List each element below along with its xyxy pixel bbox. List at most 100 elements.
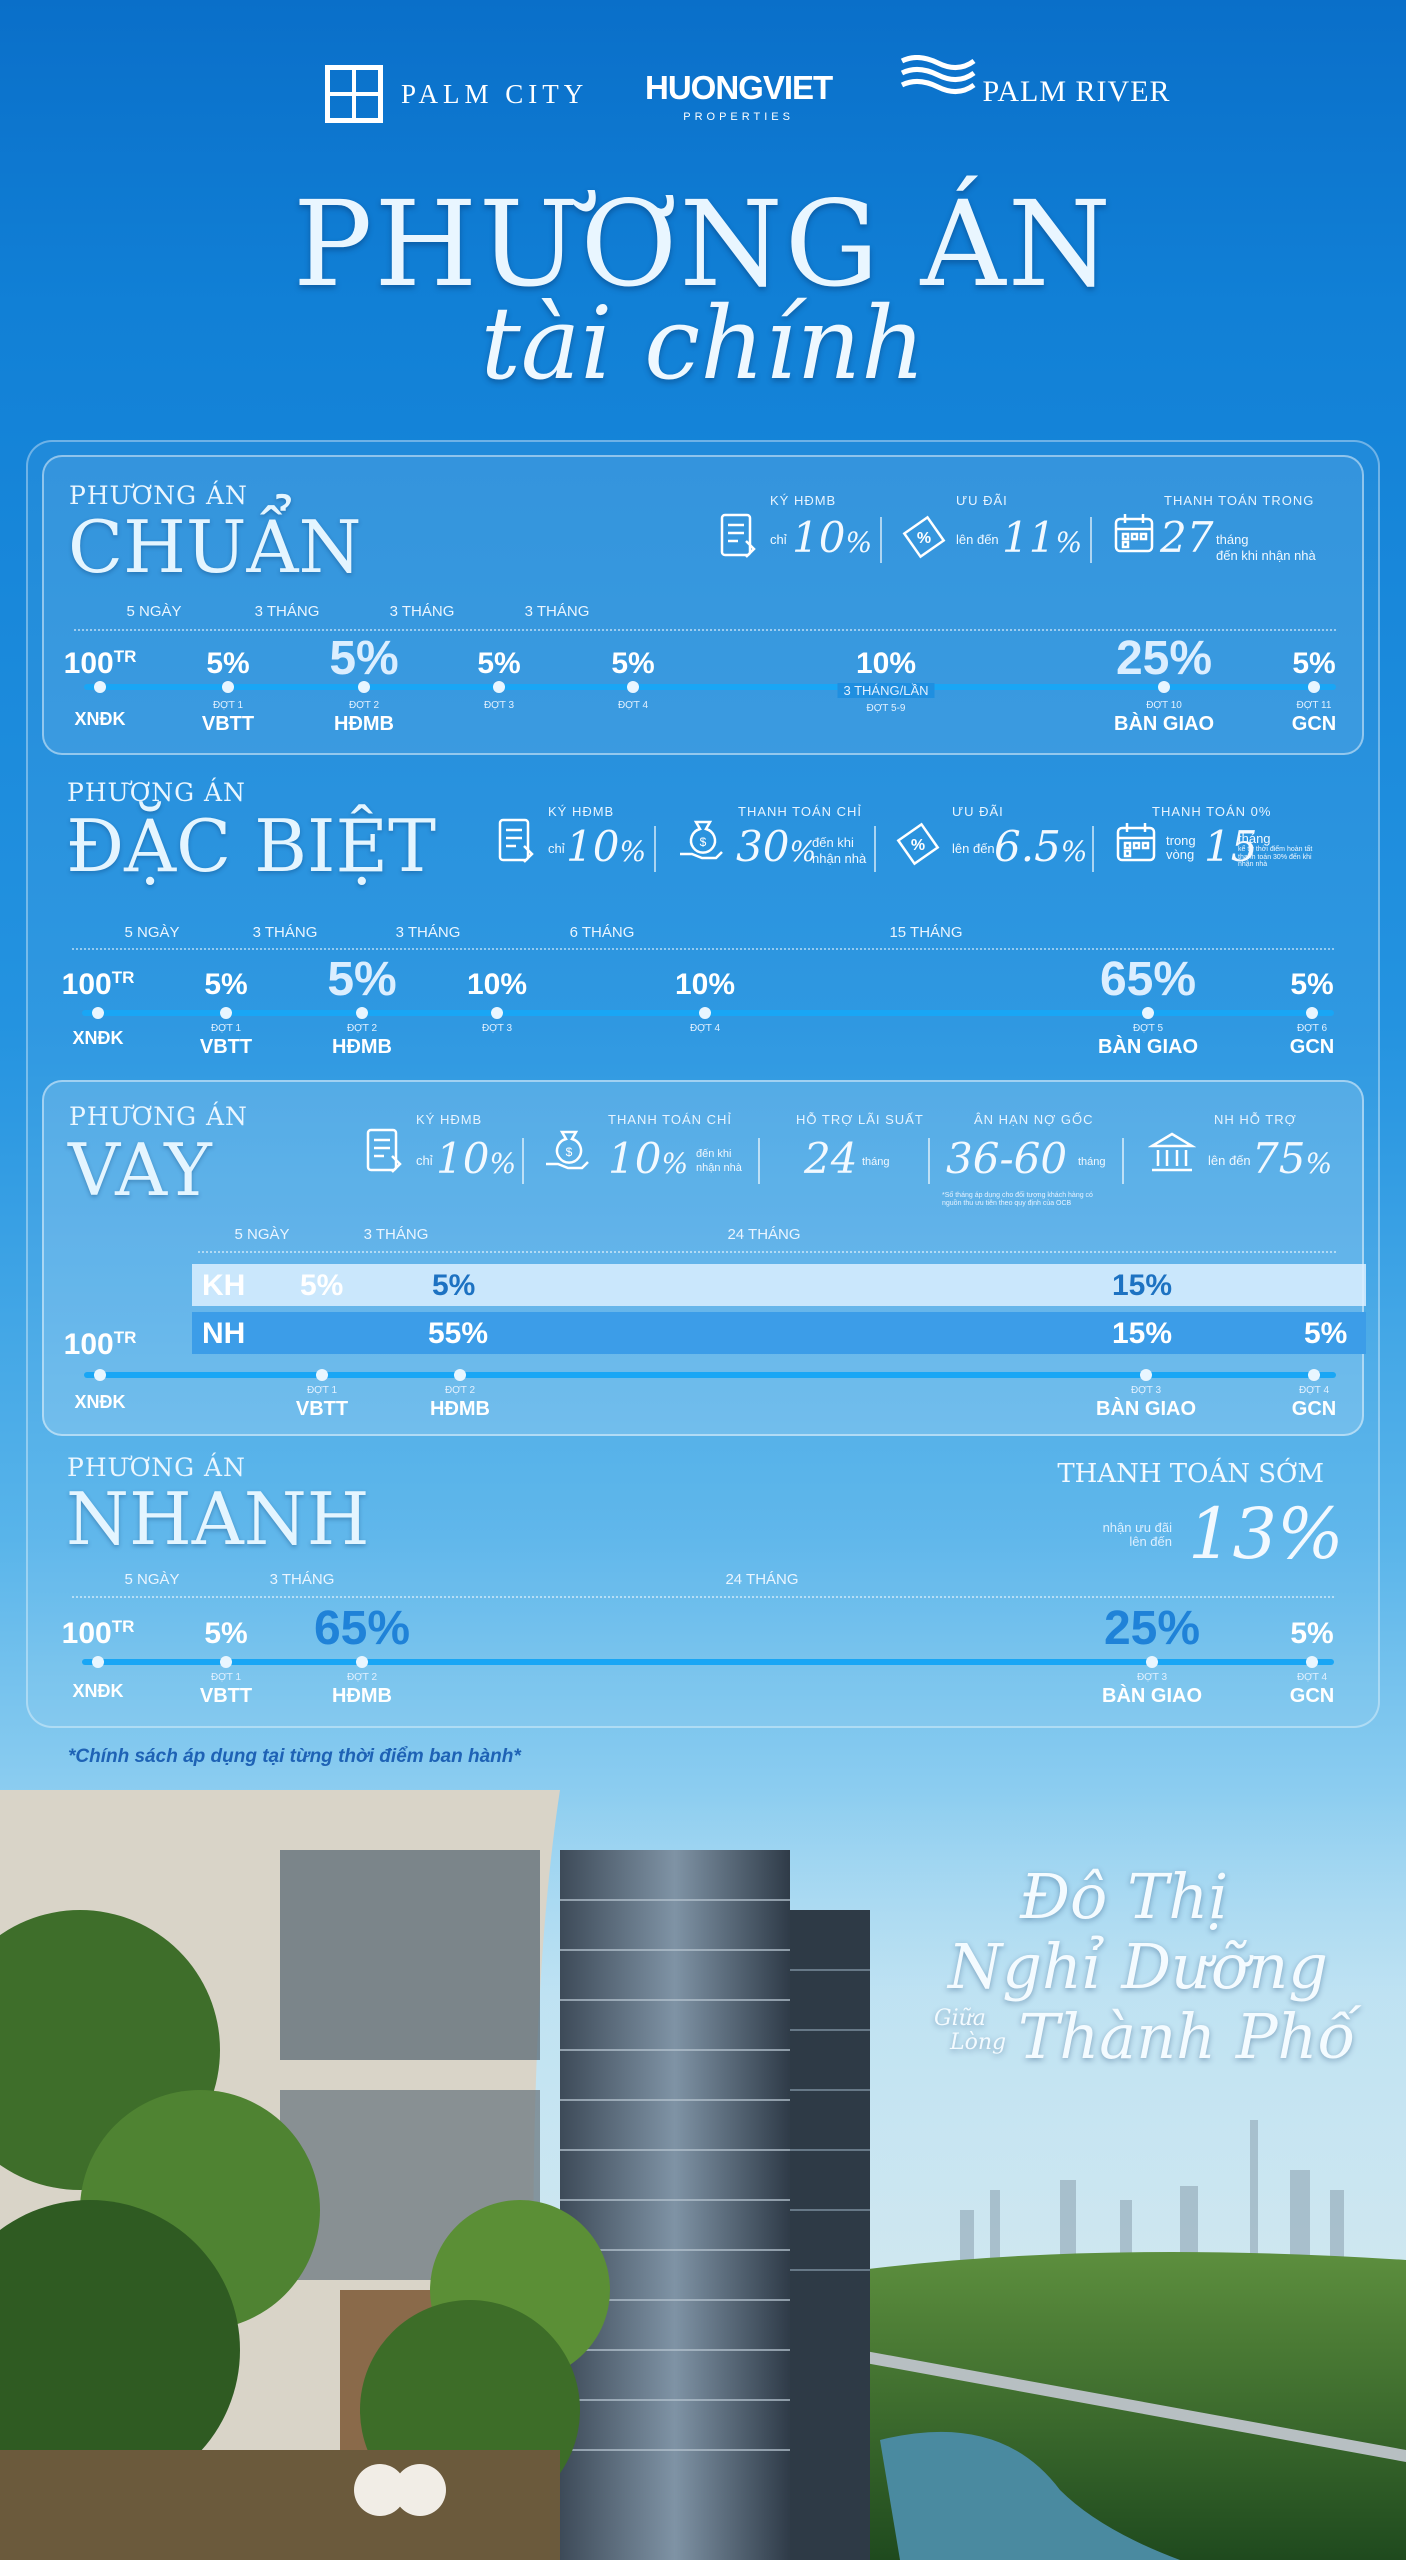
step-label: BÀN GIAO — [1102, 1685, 1202, 1707]
info-head: ƯU ĐÃI — [952, 804, 1004, 819]
step-dot-label: ĐỢT 5-9 — [866, 703, 906, 714]
deposit-value: 100TR — [61, 1617, 135, 1650]
info-value: 27 — [1160, 513, 1214, 562]
step-value: 65% — [313, 1602, 411, 1655]
interval-label: 5 NGÀY — [124, 924, 180, 941]
info-value: 10% — [608, 1134, 689, 1183]
svg-text:%: % — [911, 837, 925, 854]
info-pre: lên đến — [952, 841, 995, 856]
info-post2: nhận nhà — [696, 1162, 742, 1174]
page-title: PHƯƠNG ÁN — [293, 175, 1113, 313]
timeline-dot — [358, 681, 370, 693]
info-post: tháng — [1238, 831, 1271, 846]
divider — [758, 1138, 760, 1184]
step-dot-label: ĐỢT 4 — [689, 1023, 721, 1034]
interval-label: 3 THÁNG — [363, 1226, 429, 1243]
interval-label: 3 THÁNG — [395, 924, 461, 941]
timeline-dot — [92, 1007, 104, 1019]
divider — [1092, 826, 1094, 872]
info-post: đến khi — [696, 1148, 732, 1160]
info-post: tháng — [1216, 532, 1249, 547]
step-value: 5% — [206, 647, 250, 680]
info-pre: chỉ — [548, 841, 565, 856]
deposit-value: 100TR — [63, 647, 137, 680]
info-post2: đến khi nhận nhà — [1216, 548, 1316, 563]
step-label: HĐMB — [332, 1036, 392, 1058]
plan-name: VAY — [68, 1128, 212, 1212]
interval-label: 5 NGÀY — [124, 1571, 180, 1588]
timeline-bar — [82, 1659, 1334, 1665]
info-pre: chỉ — [416, 1153, 433, 1168]
step-label: XNĐK — [72, 1681, 124, 1701]
step-sub-label: 3 THÁNG/LẦN — [837, 683, 935, 698]
step-label: XNĐK — [74, 1392, 126, 1412]
info-value: 24 — [804, 1134, 858, 1183]
step-value: 5% — [204, 1617, 248, 1650]
contract-icon — [366, 1128, 402, 1173]
info-pre: chỉ — [770, 532, 787, 547]
step-dot-label: ĐỢT 2 — [346, 1672, 378, 1683]
timeline-dot — [92, 1656, 104, 1668]
step-value: 5% — [327, 953, 397, 1006]
info-head: NH HỖ TRỢ — [1214, 1112, 1297, 1127]
step-dot-label: ĐỢT 1 — [212, 700, 244, 711]
step-value: 10% — [466, 968, 528, 1001]
step-dot-label: ĐỢT 3 — [1136, 1672, 1168, 1683]
step-dot-label: ĐỢT 2 — [346, 1023, 378, 1034]
step-value: 25% — [1103, 1602, 1201, 1655]
policy-note: *Chính sách áp dụng tại từng thời điểm b… — [68, 1746, 521, 1767]
step-value: 25% — [1115, 632, 1213, 685]
divider — [1122, 1138, 1124, 1184]
svg-text:$: $ — [700, 835, 707, 849]
info-head: THANH TOÁN 0% — [1152, 804, 1272, 819]
step-label: HĐMB — [334, 713, 394, 735]
palm-city-text: PALM CITY — [401, 78, 589, 109]
info-pre: trong vòng — [1166, 833, 1196, 863]
timeline-dot — [356, 1007, 368, 1019]
divider — [1090, 517, 1092, 563]
step-label: BÀN GIAO — [1114, 713, 1214, 735]
bar-value: 5% — [1304, 1317, 1348, 1350]
resort-scene-image — [0, 1790, 1406, 2560]
plan-prefix: PHƯƠNG ÁN — [69, 1102, 248, 1131]
bar-value: 15% — [1112, 1269, 1173, 1302]
timeline-dot — [222, 681, 234, 693]
timeline-dot — [94, 681, 106, 693]
plan-prefix: PHƯƠNG ÁN — [69, 481, 248, 510]
info-head: KÝ HĐMB — [416, 1112, 483, 1127]
info-value: 10% — [566, 822, 647, 871]
step-dot-label: ĐỢT 1 — [210, 1023, 242, 1034]
plan-prefix: PHƯƠNG ÁN — [67, 1453, 246, 1482]
step-dot-label: ĐỢT 3 — [483, 700, 515, 711]
timeline-dot — [220, 1007, 232, 1019]
step-label: BÀN GIAO — [1098, 1036, 1198, 1058]
bar-label: KH — [202, 1269, 246, 1302]
step-dot-label: ĐỢT 5 — [1132, 1023, 1164, 1034]
step-label: GCN — [1289, 1036, 1335, 1058]
step-label: XNĐK — [74, 709, 126, 729]
step-label: GCN — [1291, 1398, 1337, 1420]
step-label: GCN — [1291, 713, 1337, 735]
step-label: VBTT — [201, 713, 255, 735]
contract-icon — [498, 818, 534, 863]
timeline-dot — [1146, 1656, 1158, 1668]
info-post2: nhận nhà — [812, 851, 867, 866]
svg-text:%: % — [917, 530, 931, 547]
scenery-illustration — [0, 1790, 1406, 2560]
slogan-line2: Nghỉ Dưỡng — [948, 1930, 1328, 2003]
info-value: 30% — [736, 822, 817, 871]
info-pre: lên đến — [1208, 1153, 1251, 1168]
divider — [522, 1138, 524, 1184]
timeline-bar — [84, 684, 1336, 690]
huong-viet-text: HUONGVIET — [645, 69, 833, 106]
step-dot-label: ĐỢT 2 — [444, 1385, 476, 1396]
interval-label: 3 THÁNG — [389, 603, 455, 620]
slogan-line3a: Giữa — [934, 2006, 986, 2031]
huong-viet-sub: PROPERTIES — [683, 111, 794, 123]
step-dot-label: ĐỢT 4 — [1298, 1385, 1330, 1396]
timeline-dot — [1308, 1369, 1320, 1381]
plan-name: NHANH — [66, 1477, 370, 1561]
step-value: 10% — [674, 968, 736, 1001]
info-head: ÂN HẠN NỢ GỐC — [974, 1112, 1094, 1127]
plan-chuan-card: PHƯƠNG ÁN CHUẨN KÝ HĐMB chỉ 10% % ƯU ĐÃI… — [42, 455, 1364, 755]
